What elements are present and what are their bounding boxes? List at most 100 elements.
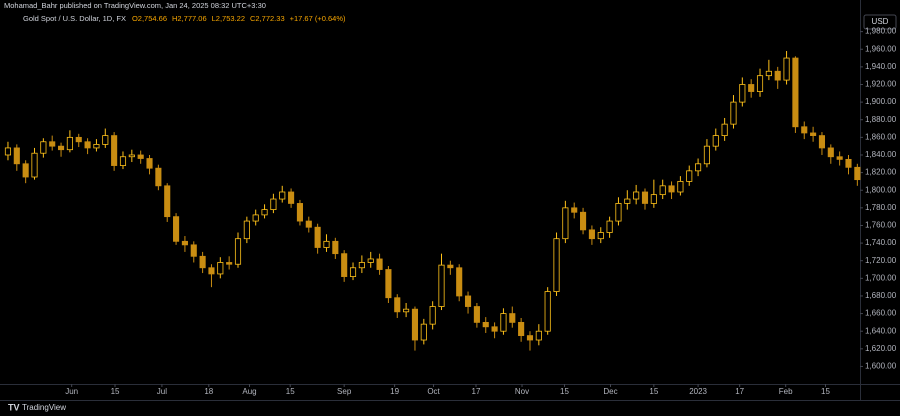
candle-body (482, 321, 489, 328)
x-tick-label: Oct (427, 387, 440, 396)
candle-body (181, 240, 188, 246)
candle-body (137, 154, 144, 159)
symbol: Gold Spot / U.S. Dollar, 1D, FX (23, 14, 126, 23)
candle-body (836, 156, 843, 160)
ohlc-value: O2,754.66 (132, 14, 167, 23)
x-tick-label: Aug (242, 387, 256, 396)
candle-body (367, 258, 374, 263)
candle-body (588, 229, 595, 240)
candle-body (730, 101, 737, 125)
candle-body (420, 323, 427, 341)
candle-body (509, 313, 516, 323)
y-tick-label: 1,920.00 (865, 80, 897, 89)
y-tick-label: 1,960.00 (865, 44, 897, 53)
candle-body (526, 335, 534, 341)
candle-body (403, 308, 410, 313)
candle-body (243, 220, 250, 240)
y-tick-label: 1,600.00 (865, 362, 897, 371)
candle-body (500, 313, 507, 332)
candle-body (535, 330, 542, 341)
y-tick-label: 1,740.00 (865, 238, 897, 247)
candle-body (279, 191, 286, 200)
candle-body (739, 84, 746, 103)
currency[interactable]: USD (872, 17, 889, 26)
candle-body (102, 135, 109, 145)
candle-body (712, 135, 719, 147)
candle-body (774, 70, 781, 81)
candle-body (491, 326, 498, 332)
logo: TradingView (22, 403, 66, 412)
x-tick-label: Sep (337, 387, 352, 396)
candle-body (57, 145, 65, 151)
candle-body (341, 253, 348, 277)
candle-body (624, 198, 631, 204)
candle-body (686, 170, 693, 182)
candle-body (164, 185, 171, 218)
candle-body (544, 291, 551, 332)
y-tick-label: 1,640.00 (865, 326, 897, 335)
candle-body (119, 156, 127, 166)
x-tick-label: Nov (515, 387, 529, 396)
candle-body (650, 194, 657, 204)
candle-body (668, 185, 675, 193)
ohlc-value: L2,753.22 (212, 14, 245, 23)
candle-body (75, 136, 82, 143)
y-tick-label: 1,880.00 (865, 115, 897, 124)
y-tick-label: 1,800.00 (865, 185, 897, 194)
x-tick-label: 15 (649, 387, 658, 396)
candle-body (473, 306, 480, 323)
candle-body (146, 158, 153, 169)
candle-body (748, 84, 755, 92)
candle-body (464, 295, 472, 307)
candle-body (615, 203, 622, 222)
change: +17.67 (+0.64%) (290, 14, 346, 23)
candle-body (111, 135, 118, 166)
candle-body (226, 262, 233, 265)
candle-body (801, 126, 808, 134)
ohlc-value: C2,772.33 (250, 14, 285, 23)
candle-body (93, 144, 100, 149)
logo-mark: TV (8, 402, 20, 412)
y-tick-label: 1,660.00 (865, 309, 897, 318)
y-tick-label: 1,760.00 (865, 221, 897, 230)
candle-body (270, 198, 277, 211)
candle-body (854, 166, 861, 181)
candle-body (190, 244, 197, 257)
candle-body (358, 262, 365, 269)
ohlc-value: H2,777.06 (172, 14, 207, 23)
candle-body (305, 220, 312, 228)
y-tick-label: 1,840.00 (865, 150, 897, 159)
candle-body (456, 267, 463, 297)
candle-body (553, 238, 560, 292)
candle-body (659, 185, 666, 196)
candle-body (695, 163, 702, 172)
candle-body (173, 216, 180, 242)
x-tick-label: 17 (472, 387, 481, 396)
y-tick-label: 1,900.00 (865, 97, 897, 106)
y-tick-label: 1,680.00 (865, 291, 897, 300)
y-tick-label: 1,700.00 (865, 273, 897, 282)
candle-body (580, 211, 587, 231)
candle-body (4, 147, 12, 156)
candle-body (332, 240, 339, 255)
x-tick-label: 15 (821, 387, 830, 396)
candle-body (385, 269, 392, 299)
publisher: Mohamad_Bahr published on TradingView.co… (4, 1, 266, 10)
candle-body (49, 141, 56, 147)
candle-body (518, 321, 525, 337)
candle-body (818, 135, 826, 149)
y-tick-label: 1,720.00 (865, 256, 897, 265)
candle-body (31, 152, 38, 178)
candle-body (606, 220, 613, 233)
candle-body (199, 255, 206, 269)
x-tick-label: 17 (735, 387, 744, 396)
candle-body (597, 232, 604, 240)
candle-body (252, 214, 259, 222)
candle-body (411, 308, 419, 341)
candle-body (447, 264, 454, 269)
y-tick-label: 1,860.00 (865, 132, 897, 141)
candle-body (703, 145, 710, 165)
currency-box[interactable] (863, 14, 897, 30)
